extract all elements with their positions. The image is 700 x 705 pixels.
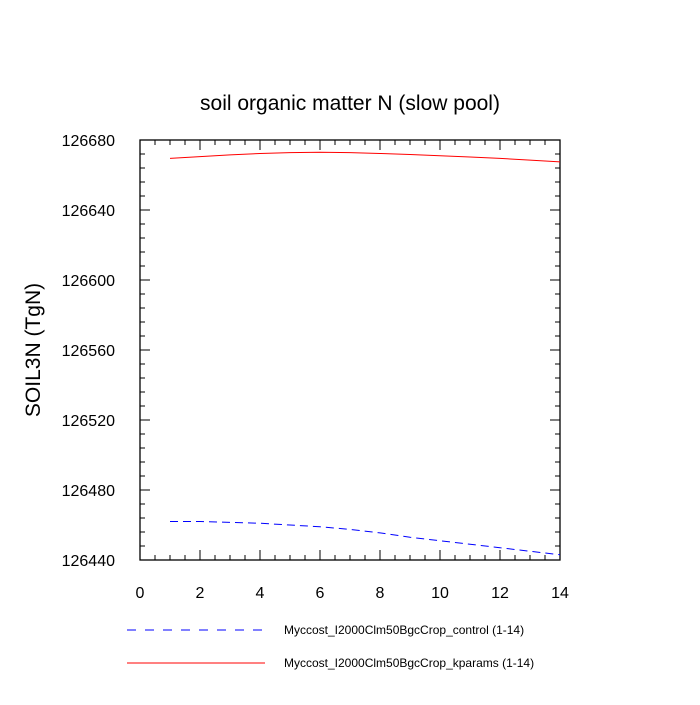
series-line-1 bbox=[169, 151, 561, 163]
chart-title: soil organic matter N (slow pool) bbox=[200, 92, 500, 115]
y-tick-label: 126440 bbox=[62, 553, 115, 570]
x-tick-label: 4 bbox=[256, 585, 265, 602]
y-tick-label: 126520 bbox=[62, 413, 115, 430]
x-tick-label: 14 bbox=[551, 585, 569, 602]
x-tick-label: 8 bbox=[376, 585, 385, 602]
legend-label-0: Myccost_I2000Clm50BgcCrop_control (1-14) bbox=[284, 623, 524, 637]
x-tick-label: 6 bbox=[316, 585, 325, 602]
x-tick-label: 2 bbox=[196, 585, 205, 602]
plot-frame bbox=[139, 139, 561, 561]
series-line-0 bbox=[170, 521, 561, 556]
x-tick-label: 0 bbox=[136, 585, 145, 602]
x-tick-label: 10 bbox=[431, 585, 449, 602]
x-tick-label: 12 bbox=[491, 585, 509, 602]
y-axis-label: SOIL3N (TgN) bbox=[22, 283, 45, 417]
y-tick-label: 126680 bbox=[62, 133, 115, 150]
y-tick-label: 126640 bbox=[62, 203, 115, 220]
y-tick-label: 126560 bbox=[62, 343, 115, 360]
y-tick-label: 126480 bbox=[62, 483, 115, 500]
legend-label-1: Myccost_I2000Clm50BgcCrop_kparams (1-14) bbox=[284, 656, 534, 670]
y-tick-label: 126600 bbox=[62, 273, 115, 290]
